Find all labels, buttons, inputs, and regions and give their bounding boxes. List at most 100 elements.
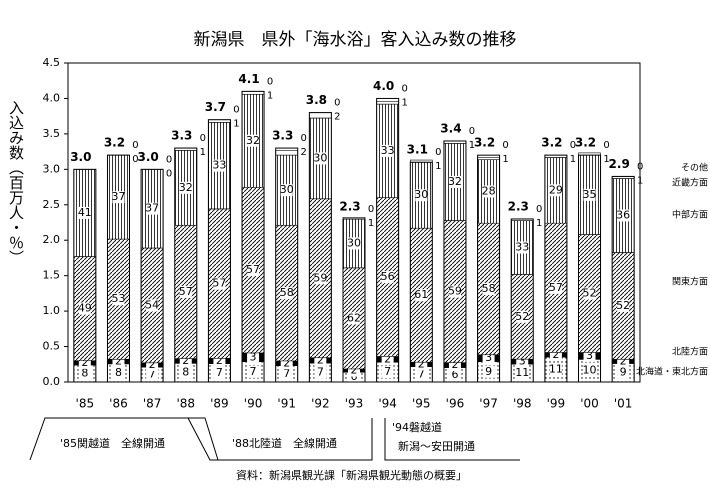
data-label: 7 xyxy=(216,366,223,379)
data-label: 52 xyxy=(583,287,597,300)
data-label: 30 xyxy=(414,188,428,201)
label-box xyxy=(482,352,495,365)
data-label: 32 xyxy=(179,181,193,194)
y-tick-label: 3.5 xyxy=(43,127,61,140)
data-label: 0 xyxy=(603,140,609,151)
y-axis-label: 入込み数（百万人・％） xyxy=(7,100,25,265)
bar-total xyxy=(174,147,198,383)
legend-label: 関東方面 xyxy=(672,276,708,288)
annotation-bracket xyxy=(29,417,219,461)
data-label: 57 xyxy=(549,281,563,294)
data-label: 30 xyxy=(280,183,294,196)
data-label: 35 xyxy=(583,188,597,201)
y-tick-label: 1.0 xyxy=(43,304,61,317)
data-label: 2 xyxy=(620,354,627,367)
data-label: 28 xyxy=(482,184,496,197)
data-label: 0 xyxy=(637,161,643,172)
annotation: 新潟～安田開通 xyxy=(398,439,475,453)
label-box xyxy=(78,367,91,380)
bar-total xyxy=(544,154,568,383)
data-label: 56 xyxy=(381,270,395,283)
annotation-bracket xyxy=(384,418,520,461)
label-box xyxy=(583,287,596,300)
data-label: 8 xyxy=(182,366,189,379)
bar-total xyxy=(578,154,602,383)
label-box xyxy=(213,159,226,172)
label-box xyxy=(583,364,596,377)
data-label: 57 xyxy=(246,263,260,276)
y-tick-label: 3.0 xyxy=(43,162,61,175)
x-tick-label: '88 xyxy=(176,397,195,411)
data-label: 3 xyxy=(485,351,492,364)
legend-label: 中部方面 xyxy=(672,209,708,221)
y-tick-label: 1.5 xyxy=(43,269,61,282)
data-label: 29 xyxy=(549,183,563,196)
data-label: 33 xyxy=(212,159,226,172)
label-box xyxy=(112,293,125,306)
total-label: 2.3 xyxy=(339,199,360,213)
label-box xyxy=(280,287,293,300)
x-tick-label: '91 xyxy=(277,397,296,411)
label-box xyxy=(482,365,495,378)
data-label: 9 xyxy=(620,366,627,379)
data-label: 1 xyxy=(637,175,643,186)
data-label: 7 xyxy=(317,366,324,379)
label-box xyxy=(112,366,125,379)
total-label: 3.7 xyxy=(205,100,226,114)
annotation: '94磐越道 xyxy=(392,420,442,434)
label-box xyxy=(448,368,461,381)
bar-segment xyxy=(477,157,500,160)
data-label: 2 xyxy=(216,354,223,367)
data-label: 1 xyxy=(401,97,407,108)
total-label: 3.2 xyxy=(541,136,562,150)
total-label: 2.9 xyxy=(609,157,630,171)
label-box xyxy=(348,312,360,325)
total-label: 4.1 xyxy=(238,72,259,86)
y-tick-label: 0.5 xyxy=(43,340,61,353)
data-label: 0 xyxy=(267,76,273,87)
label-box xyxy=(583,188,596,201)
data-label: 0 xyxy=(536,204,542,215)
data-label: 0 xyxy=(166,168,172,179)
label-box xyxy=(78,206,91,219)
total-label: 3.2 xyxy=(104,136,125,150)
x-tick-label: '00 xyxy=(580,397,599,411)
label-box xyxy=(617,366,630,379)
x-tick-label: '01 xyxy=(614,397,633,411)
data-label: 1 xyxy=(603,154,609,165)
total-label: 3.0 xyxy=(70,150,91,164)
total-label: 4.0 xyxy=(373,79,394,93)
label-box xyxy=(247,351,260,364)
bar-total xyxy=(376,97,400,383)
data-label: 11 xyxy=(515,366,529,379)
data-label: 2 xyxy=(384,352,391,365)
data-label: 0 xyxy=(502,140,508,151)
data-label: 57 xyxy=(179,285,193,298)
label-box xyxy=(617,209,630,222)
data-label: 6 xyxy=(351,370,358,383)
data-label: 1 xyxy=(200,147,206,158)
x-tick-label: '86 xyxy=(109,397,128,411)
label-box xyxy=(179,366,192,379)
data-label: 0 xyxy=(132,154,138,165)
total-label: 3.1 xyxy=(407,143,428,157)
data-label: 2 xyxy=(149,358,156,371)
data-label: 0 xyxy=(570,140,576,151)
label-box xyxy=(549,184,562,197)
data-label: 36 xyxy=(616,208,630,221)
data-label: 57 xyxy=(212,277,226,290)
label-box xyxy=(549,363,562,376)
data-label: 0 xyxy=(233,105,239,116)
label-box xyxy=(280,184,293,197)
total-label: 3.2 xyxy=(474,136,495,150)
total-label: 3.2 xyxy=(575,136,596,150)
label-box xyxy=(583,349,596,362)
x-tick-label: '90 xyxy=(244,397,263,411)
total-label: 3.3 xyxy=(171,129,192,143)
data-label: 2 xyxy=(182,354,189,367)
data-label: 3 xyxy=(519,355,526,368)
data-label: 37 xyxy=(111,190,125,203)
label-box xyxy=(247,365,260,378)
data-label: 53 xyxy=(111,292,125,305)
x-tick-label: '99 xyxy=(547,397,566,411)
